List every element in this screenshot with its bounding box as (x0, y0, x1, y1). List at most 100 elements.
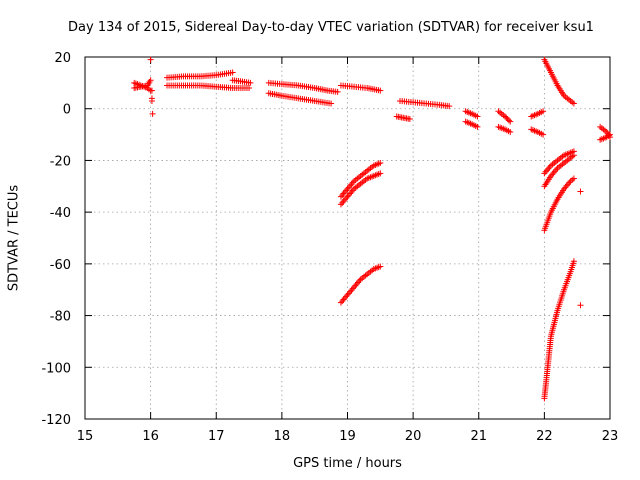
y-tick-label: -80 (50, 310, 71, 325)
data-point (546, 164, 553, 171)
data-point (474, 123, 481, 130)
data-point (566, 179, 573, 186)
data-point (503, 114, 510, 121)
data-point (344, 291, 351, 298)
grid-lines (85, 57, 610, 419)
data-point (340, 198, 347, 205)
series-arc-19 (597, 131, 613, 143)
data-point (553, 166, 560, 173)
data-point (542, 168, 549, 175)
data-point (551, 168, 558, 175)
data-point (339, 192, 346, 199)
data-point (347, 182, 354, 189)
data-point (355, 279, 361, 286)
x-tick-label: 18 (274, 429, 291, 444)
data-point (570, 258, 577, 265)
x-axis-label: GPS time / hours (293, 456, 402, 471)
data-point (339, 199, 346, 206)
x-tick-label: 17 (208, 429, 225, 444)
x-tick-label: 23 (602, 429, 619, 444)
series-arc-25 (541, 175, 577, 234)
data-point (570, 152, 577, 159)
data-point (507, 118, 514, 125)
data-point (328, 100, 335, 107)
data-point (348, 188, 355, 195)
data-point (340, 296, 347, 303)
data-point (352, 282, 359, 289)
data-point (229, 69, 236, 76)
data-point (147, 56, 154, 63)
y-axis-label: SDTVAR / TECUs (6, 184, 22, 292)
data-point (339, 298, 346, 305)
y-tick-label: -60 (50, 258, 71, 273)
series-arc-4 (164, 82, 253, 92)
data-point (541, 170, 548, 177)
series-spike-16 (147, 56, 156, 117)
data-point (406, 116, 413, 123)
data-point (544, 167, 550, 174)
data-point (377, 160, 384, 167)
data-point (577, 188, 584, 195)
series-arc-24 (541, 152, 577, 190)
data-point (341, 188, 348, 195)
series-arc-17 (541, 56, 577, 107)
x-tick-label: 16 (142, 429, 159, 444)
data-point (337, 201, 344, 208)
data-point (345, 184, 352, 191)
series-arc-23 (541, 148, 577, 177)
y-tick-label: 20 (54, 51, 71, 66)
x-tick-label: 19 (339, 429, 356, 444)
x-tick-label: 15 (77, 429, 94, 444)
data-point (570, 175, 577, 182)
data-point (570, 100, 577, 107)
series-arc-3 (164, 69, 236, 81)
data-point (343, 293, 350, 300)
data-point (349, 285, 356, 292)
data-point (337, 193, 344, 200)
data-point (563, 182, 570, 189)
series-arc-22 (337, 263, 384, 306)
series-arc-10 (393, 113, 413, 123)
data-point (345, 192, 352, 199)
y-tick-label: 0 (63, 103, 71, 118)
series-arc-26 (541, 258, 577, 402)
data-point (344, 193, 351, 200)
data-point (504, 116, 511, 123)
data-point (147, 77, 154, 84)
series-arc-11 (462, 108, 481, 120)
chart-title: Day 134 of 2015, Sidereal Day-to-day VTE… (68, 20, 594, 35)
series-arc-8 (337, 82, 384, 94)
y-tick-label: -20 (50, 154, 71, 169)
series-arc-2 (131, 77, 154, 92)
data-point (505, 117, 512, 124)
data-point (577, 302, 584, 309)
data-point (343, 187, 350, 194)
series-arc-12 (462, 118, 481, 130)
data-point (149, 110, 156, 117)
data-point (353, 281, 360, 288)
data-point (502, 113, 508, 120)
data-point (344, 185, 351, 192)
x-tick-label: 20 (405, 429, 422, 444)
series-arc-13 (495, 108, 514, 125)
data-point (550, 169, 557, 176)
series-arc-15 (528, 108, 547, 120)
data-point (507, 128, 514, 135)
axes (84, 56, 611, 420)
series-arc-21 (337, 160, 384, 200)
data-point (349, 187, 356, 194)
series-arc-16 (528, 126, 547, 138)
series-arc-14 (495, 123, 514, 135)
data-point (474, 113, 481, 120)
data-point (148, 87, 155, 94)
data-point (377, 170, 384, 177)
data-point (348, 181, 355, 188)
data-points (131, 56, 613, 402)
data-point (343, 195, 350, 202)
y-tick-label: -100 (41, 361, 71, 376)
data-point (377, 263, 384, 270)
data-point (545, 165, 552, 172)
x-tick-label: 21 (470, 429, 487, 444)
x-tick-label: 22 (536, 429, 553, 444)
data-point (341, 196, 348, 203)
